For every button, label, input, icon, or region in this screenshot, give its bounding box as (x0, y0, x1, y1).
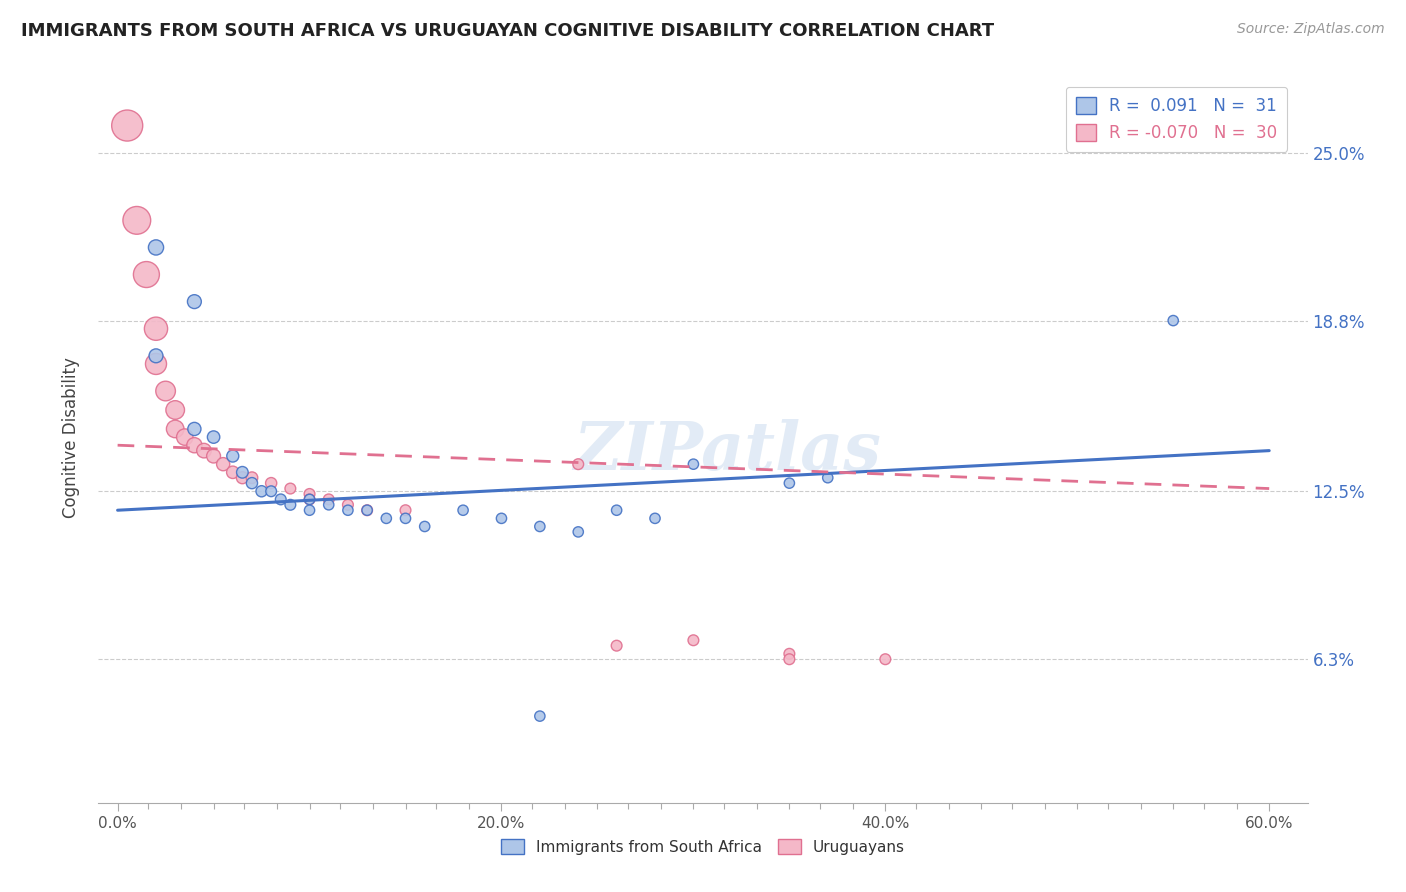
Point (606, 503, 628, 517)
Point (413, 519, 436, 533)
Point (135, 268, 157, 282)
Point (356, 503, 378, 517)
Point (240, 471, 263, 485)
Point (280, 482, 302, 496)
Point (183, 438, 205, 452)
Point (165, 403, 187, 417)
Point (778, 647, 800, 661)
Point (375, 511, 398, 525)
Point (318, 498, 340, 512)
Point (280, 498, 302, 512)
Point (202, 449, 225, 463)
Point (567, 457, 589, 471)
Text: Source: ZipAtlas.com: Source: ZipAtlas.com (1237, 22, 1385, 37)
Point (298, 492, 321, 507)
Point (682, 457, 704, 471)
Point (606, 639, 628, 653)
Point (193, 443, 215, 458)
Point (115, 119, 138, 133)
Point (778, 652, 800, 666)
Point (270, 492, 292, 507)
Point (336, 498, 359, 512)
Point (222, 465, 245, 479)
Point (125, 213, 148, 227)
Point (298, 492, 321, 507)
Point (212, 457, 235, 471)
Point (817, 471, 839, 485)
Point (644, 511, 666, 525)
Point (240, 476, 263, 491)
Text: ZIPatlas: ZIPatlas (574, 419, 882, 484)
Point (145, 240, 167, 254)
Point (222, 449, 245, 463)
Point (394, 511, 416, 525)
Point (145, 349, 167, 363)
Point (682, 633, 704, 648)
Legend: Immigrants from South Africa, Uruguayans: Immigrants from South Africa, Uruguayans (495, 833, 911, 861)
Point (298, 503, 321, 517)
Point (567, 524, 589, 539)
Point (778, 476, 800, 491)
Point (260, 484, 283, 499)
Point (250, 484, 273, 499)
Point (298, 487, 321, 501)
Point (260, 476, 283, 491)
Point (183, 422, 205, 436)
Point (529, 709, 551, 723)
Point (173, 430, 195, 444)
Point (231, 471, 253, 485)
Point (183, 294, 205, 309)
Point (1161, 313, 1184, 327)
Point (336, 503, 359, 517)
Point (145, 357, 167, 371)
Point (202, 430, 225, 444)
Point (318, 492, 340, 507)
Point (529, 519, 551, 533)
Point (451, 503, 474, 517)
Point (155, 384, 177, 398)
Point (491, 511, 513, 525)
Point (165, 422, 187, 436)
Point (356, 503, 378, 517)
Y-axis label: Cognitive Disability: Cognitive Disability (62, 357, 80, 517)
Point (394, 503, 416, 517)
Point (231, 465, 253, 479)
Point (145, 322, 167, 336)
Point (875, 652, 897, 666)
Text: IMMIGRANTS FROM SOUTH AFRICA VS URUGUAYAN COGNITIVE DISABILITY CORRELATION CHART: IMMIGRANTS FROM SOUTH AFRICA VS URUGUAYA… (21, 22, 994, 40)
